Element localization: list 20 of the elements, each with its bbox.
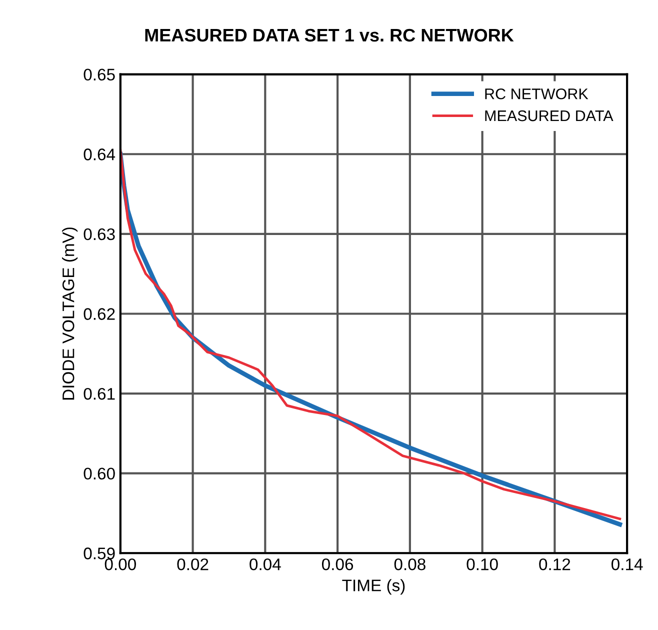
x-tick-label: 0.08 — [394, 558, 426, 570]
y-tick-label: 0.59 — [84, 548, 115, 560]
y-tick-label: 0.63 — [84, 228, 115, 240]
x-tick-label: 0.06 — [322, 558, 354, 570]
y-tick-label: 0.64 — [84, 148, 116, 160]
legend-label: MEASURED DATA — [485, 110, 614, 122]
y-axis-title: DIODE VOLTAGE (mV) — [62, 228, 78, 400]
x-tick-label: 0.02 — [177, 558, 208, 570]
x-tick-label: 0.12 — [539, 558, 570, 570]
y-tick-label: 0.61 — [84, 388, 115, 400]
x-tick-label: 0.10 — [466, 558, 498, 570]
x-axis-title: TIME (s) — [342, 579, 405, 595]
y-tick-label: 0.65 — [84, 68, 115, 81]
x-tick-label: 0.14 — [612, 558, 643, 570]
y-tick-label: 0.62 — [84, 308, 115, 320]
legend-label: RC NETWORK — [485, 88, 588, 100]
x-tick-label: 0.00 — [104, 558, 136, 570]
chart-title: MEASURED DATA SET 1 vs. RC NETWORK — [145, 28, 514, 42]
y-tick-label: 0.60 — [84, 468, 115, 480]
x-tick-label: 0.04 — [250, 558, 281, 570]
